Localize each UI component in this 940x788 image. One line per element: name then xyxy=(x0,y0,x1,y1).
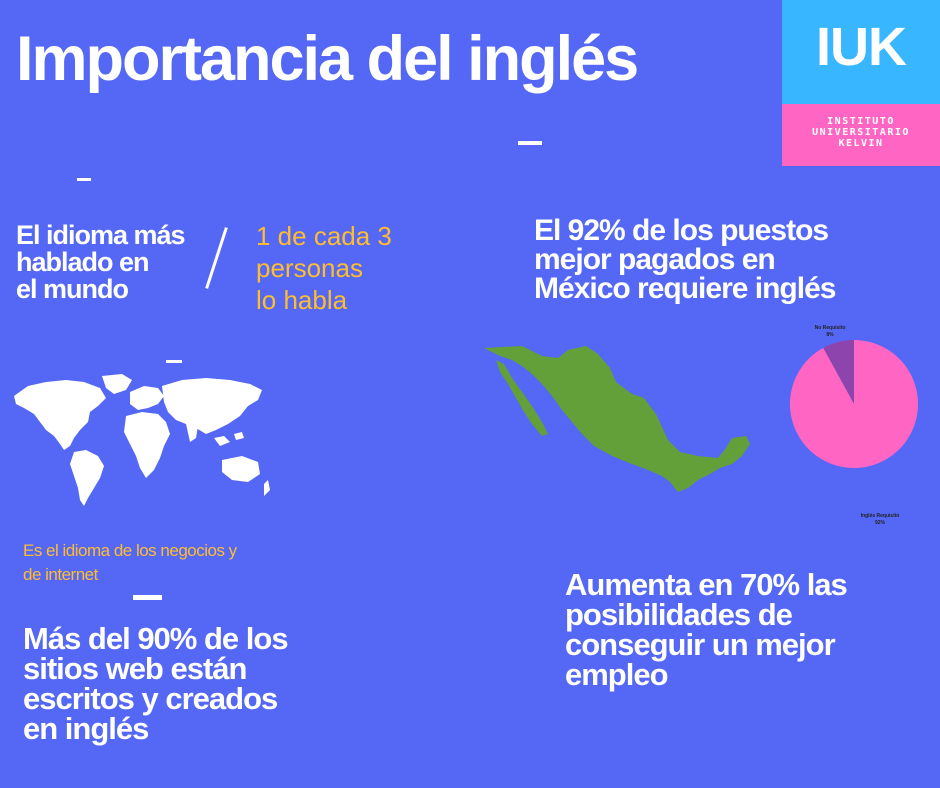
heading-line: El 92% de los puestos xyxy=(534,214,829,247)
logo-line-1: INSTITUTO xyxy=(827,116,895,127)
heading-line: sitios web están xyxy=(23,651,247,686)
slash-divider xyxy=(205,227,228,289)
slice-value-label: 8% xyxy=(826,332,834,338)
heading-line: empleo xyxy=(565,657,669,692)
world-map-icon xyxy=(14,374,270,506)
pie-chart xyxy=(790,340,918,468)
section3-heading: Más del 90% de los sitios web están escr… xyxy=(23,621,289,746)
section2-heading: El 92% de los puestos mejor pagados en M… xyxy=(534,214,836,305)
section1-heading: El idioma más hablado en el mundo xyxy=(16,220,186,304)
mexico-map-icon xyxy=(484,346,750,492)
pie-label-no-requisito: No Requisito 8% xyxy=(790,325,870,339)
divider-dash xyxy=(166,360,182,363)
slice-label: No Requisito xyxy=(814,325,846,331)
caption-line: de internet xyxy=(23,565,98,584)
stat-line: 1 de cada 3 xyxy=(256,221,392,251)
divider-dash xyxy=(518,141,542,145)
logo-abbreviation: IUK xyxy=(816,17,907,77)
logo-top-panel xyxy=(782,0,940,104)
heading-line: México requiere inglés xyxy=(534,272,836,305)
page-title: Importancia del inglés xyxy=(16,24,639,94)
heading-line: Aumenta en 70% las xyxy=(565,567,848,602)
stat-line: personas xyxy=(256,253,363,283)
heading-line: en inglés xyxy=(23,711,149,746)
heading-line: el mundo xyxy=(16,274,129,304)
heading-line: El idioma más xyxy=(16,220,186,250)
pie-label-ingles-requisito: Inglés Requisito 92% xyxy=(840,513,920,527)
logo-line-3: KELVIN xyxy=(838,138,884,149)
slice-label: Inglés Requisito xyxy=(860,513,900,519)
heading-line: conseguir un mejor xyxy=(565,627,836,662)
stat-line: lo habla xyxy=(256,285,348,315)
heading-line: mejor pagados en xyxy=(534,243,776,276)
logo-bottom-panel: INSTITUTO UNIVERSITARIO KELVIN xyxy=(782,104,940,166)
caption-line: Es el idioma de los negocios y xyxy=(23,541,237,560)
heading-line: hablado en xyxy=(16,247,150,277)
logo-line-2: UNIVERSITARIO xyxy=(812,127,910,138)
slice-value-label: 92% xyxy=(874,520,885,526)
heading-line: escritos y creados xyxy=(23,681,278,716)
heading-line: Más del 90% de los xyxy=(23,621,289,656)
section1-stat: 1 de cada 3 personas lo habla xyxy=(256,220,392,316)
pie-slice-no-requisito xyxy=(823,340,854,404)
section3-caption: Es el idioma de los negocios y de intern… xyxy=(23,539,237,587)
pie-slice-ingles-requisito xyxy=(790,340,918,468)
heading-line: posibilidades de xyxy=(565,597,793,632)
section4-heading: Aumenta en 70% las posibilidades de cons… xyxy=(565,567,848,692)
divider-dash xyxy=(77,178,91,181)
divider-dash xyxy=(133,595,162,600)
